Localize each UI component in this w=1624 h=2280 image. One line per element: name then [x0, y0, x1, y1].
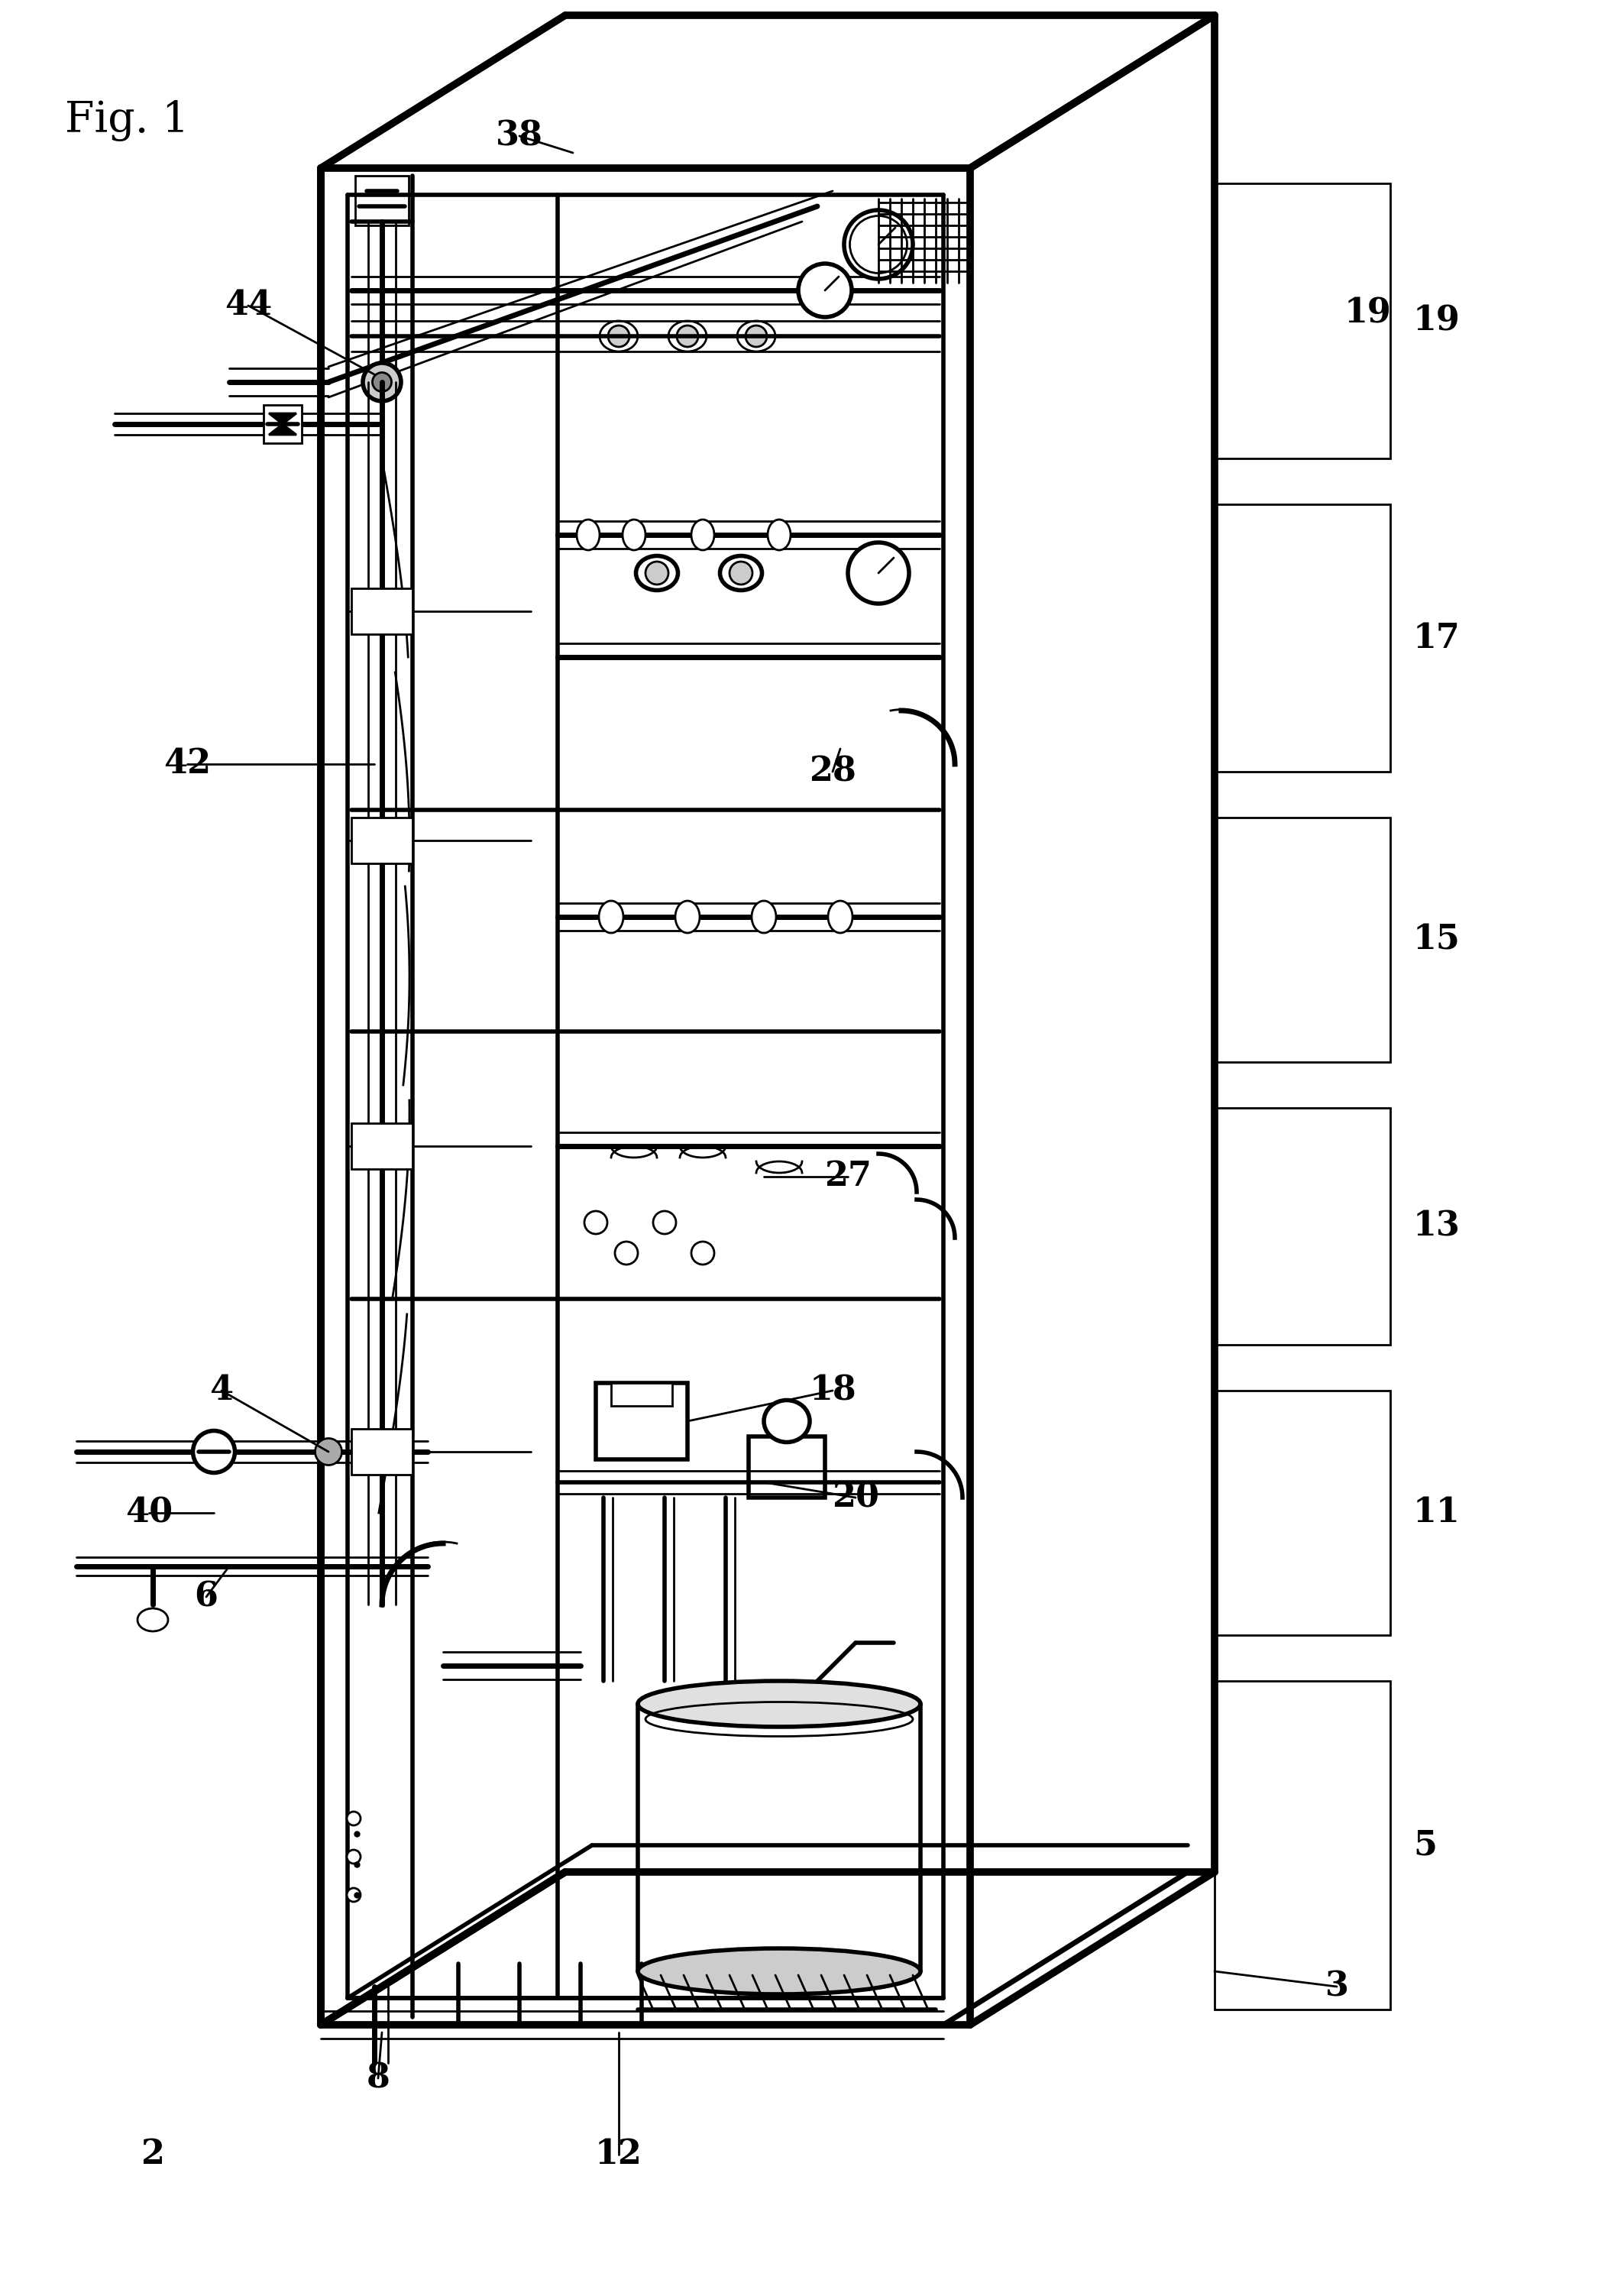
- Ellipse shape: [676, 901, 700, 933]
- Text: 18: 18: [809, 1375, 856, 1407]
- Text: Fig. 1: Fig. 1: [65, 100, 188, 141]
- Polygon shape: [270, 424, 297, 435]
- Ellipse shape: [372, 372, 391, 392]
- Ellipse shape: [799, 264, 851, 317]
- Ellipse shape: [752, 901, 776, 933]
- Ellipse shape: [622, 520, 645, 549]
- Text: 5: 5: [1413, 1829, 1437, 1863]
- Ellipse shape: [348, 1849, 361, 1863]
- Text: 42: 42: [164, 748, 211, 780]
- Text: 4: 4: [209, 1375, 234, 1407]
- Bar: [1215, 1680, 1390, 2009]
- Bar: [1215, 182, 1390, 458]
- Text: 44: 44: [224, 290, 273, 321]
- Ellipse shape: [599, 901, 624, 933]
- Bar: [596, 1384, 687, 1459]
- Ellipse shape: [599, 321, 638, 351]
- Text: 17: 17: [1413, 622, 1460, 654]
- Polygon shape: [270, 413, 297, 424]
- Ellipse shape: [193, 1432, 235, 1473]
- Bar: [356, 176, 409, 226]
- Text: 13: 13: [1413, 1211, 1460, 1243]
- Text: 15: 15: [1413, 923, 1460, 955]
- Ellipse shape: [653, 1211, 676, 1233]
- Ellipse shape: [719, 556, 762, 591]
- Bar: [749, 1436, 825, 1498]
- Bar: [351, 1124, 412, 1170]
- Ellipse shape: [348, 1888, 361, 1902]
- Bar: [1215, 1108, 1390, 1345]
- Ellipse shape: [849, 217, 908, 274]
- Ellipse shape: [692, 1243, 715, 1265]
- Text: 3: 3: [1325, 1970, 1348, 2004]
- Ellipse shape: [677, 326, 698, 347]
- Text: 27: 27: [825, 1161, 872, 1192]
- Bar: [1215, 1391, 1390, 1635]
- Ellipse shape: [607, 326, 630, 347]
- Ellipse shape: [638, 1949, 921, 1995]
- Ellipse shape: [638, 1680, 921, 1726]
- Ellipse shape: [768, 520, 791, 549]
- Ellipse shape: [763, 1400, 810, 1443]
- Text: 38: 38: [495, 119, 542, 153]
- Bar: [1215, 504, 1390, 771]
- Text: 19: 19: [1343, 296, 1390, 331]
- Ellipse shape: [828, 901, 853, 933]
- Ellipse shape: [844, 210, 913, 278]
- Ellipse shape: [692, 520, 715, 549]
- Text: 19: 19: [1413, 306, 1460, 337]
- Text: 20: 20: [831, 1482, 879, 1514]
- Bar: [351, 819, 412, 864]
- Bar: [611, 1384, 672, 1407]
- Text: 6: 6: [195, 1580, 218, 1614]
- Ellipse shape: [615, 1243, 638, 1265]
- Text: 28: 28: [809, 755, 856, 789]
- Text: 12: 12: [594, 2139, 643, 2171]
- Ellipse shape: [729, 561, 752, 584]
- Ellipse shape: [669, 321, 706, 351]
- Ellipse shape: [362, 363, 401, 401]
- Ellipse shape: [637, 556, 677, 591]
- Ellipse shape: [737, 321, 775, 351]
- Bar: [351, 588, 412, 634]
- Bar: [351, 1430, 412, 1475]
- Text: 8: 8: [367, 2061, 390, 2095]
- Text: 40: 40: [125, 1496, 172, 1530]
- Text: 11: 11: [1413, 1496, 1460, 1530]
- Ellipse shape: [577, 520, 599, 549]
- Ellipse shape: [745, 326, 767, 347]
- Ellipse shape: [848, 543, 909, 604]
- Bar: [1215, 819, 1390, 1062]
- Ellipse shape: [138, 1607, 167, 1630]
- Ellipse shape: [585, 1211, 607, 1233]
- Ellipse shape: [645, 561, 669, 584]
- Ellipse shape: [348, 1813, 361, 1826]
- Bar: [263, 406, 302, 442]
- Ellipse shape: [315, 1439, 341, 1466]
- Text: 2: 2: [141, 2139, 164, 2171]
